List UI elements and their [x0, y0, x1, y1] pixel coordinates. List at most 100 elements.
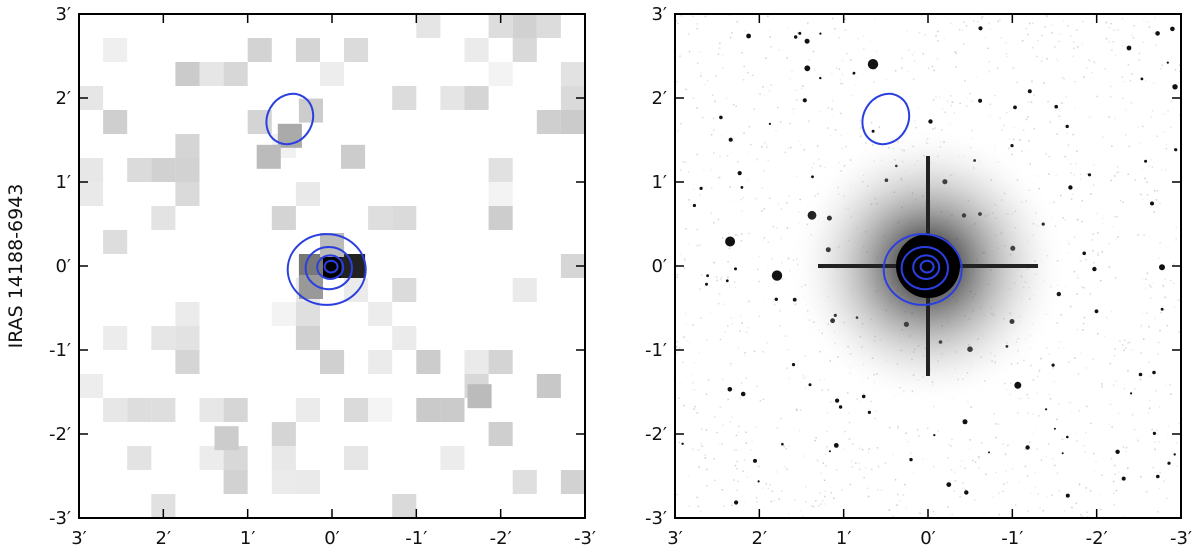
noise-dot: [1067, 447, 1070, 449]
noise-dot: [1033, 94, 1035, 96]
noise-dot: [730, 317, 732, 319]
noise-dot: [891, 91, 894, 94]
noise-dot: [766, 144, 768, 146]
noise-dot: [1050, 24, 1053, 26]
noise-dot: [1132, 37, 1135, 39]
noise-dot: [1026, 475, 1029, 477]
noise-dot: [744, 29, 746, 32]
noise-dot: [750, 143, 752, 146]
noise-dot: [1064, 219, 1066, 221]
noise-dot: [1125, 446, 1128, 449]
pixel: [295, 326, 320, 350]
noise-dot: [721, 378, 724, 381]
noise-dot: [769, 484, 771, 486]
noise-dot: [784, 465, 786, 468]
noise-dot: [1137, 438, 1139, 440]
noise-dot: [1105, 37, 1108, 40]
noise-dot: [1108, 116, 1110, 118]
noise-dot: [763, 170, 765, 172]
noise-dot: [794, 498, 796, 501]
noise-dot: [863, 48, 865, 50]
noise-dot: [736, 460, 738, 463]
noise-dot: [1123, 387, 1126, 390]
noise-dot: [1046, 496, 1048, 498]
noise-dot: [1166, 324, 1169, 327]
pixel: [392, 326, 417, 350]
noise-dot: [1082, 445, 1085, 447]
noise-dot: [1097, 252, 1099, 254]
noise-dot: [744, 351, 746, 354]
pixel: [271, 422, 296, 446]
noise-dot: [999, 117, 1001, 119]
noise-dot: [964, 489, 966, 491]
noise-dot: [980, 18, 982, 20]
noise-dot: [998, 513, 1001, 516]
noise-dot: [754, 198, 756, 200]
noise-dot: [719, 48, 721, 50]
noise-dot: [685, 228, 687, 230]
noise-dot: [825, 464, 827, 467]
noise-dot: [1077, 277, 1079, 279]
noise-dot: [1173, 306, 1176, 308]
noise-dot: [856, 398, 858, 400]
noise-dot: [877, 465, 880, 468]
noise-dot: [789, 78, 791, 80]
noise-dot: [936, 58, 939, 60]
noise-dot: [1101, 474, 1103, 476]
pixel: [103, 38, 128, 62]
x-tick-label: -3′: [574, 528, 596, 549]
noise-dot: [888, 509, 891, 511]
noise-dot: [935, 34, 937, 37]
pixel: [199, 62, 224, 86]
left-ticks: 3′ 2′ 1′ 0′ -1′ -2′ -3′3′2′1′0′-1′-2′-3′: [49, 4, 596, 549]
pixel: [271, 446, 296, 470]
star: [1144, 159, 1148, 163]
noise-dot: [747, 300, 749, 303]
noise-dot: [1146, 312, 1148, 315]
noise-dot: [675, 80, 678, 83]
noise-dot: [1034, 471, 1036, 474]
noise-dot: [1000, 37, 1002, 39]
noise-dot: [892, 454, 894, 456]
noise-dot: [676, 352, 678, 355]
noise-dot: [722, 67, 724, 69]
noise-dot: [845, 145, 847, 148]
noise-dot: [1066, 239, 1069, 242]
noise-dot: [840, 134, 842, 137]
pixel: [320, 350, 345, 374]
noise-dot: [1083, 316, 1086, 319]
noise-dot: [813, 506, 815, 508]
noise-dot: [844, 430, 846, 433]
noise-dot: [683, 404, 685, 407]
noise-dot: [1137, 234, 1139, 236]
noise-dot: [1075, 162, 1077, 165]
noise-dot: [1170, 126, 1172, 129]
star: [835, 398, 840, 403]
x-tick-label: 2′: [752, 528, 768, 549]
noise-dot: [1121, 17, 1124, 20]
noise-dot: [758, 280, 761, 283]
noise-dot: [716, 279, 718, 282]
noise-dot: [1179, 64, 1181, 66]
noise-dot: [751, 74, 754, 77]
noise-dot: [918, 435, 920, 437]
noise-dot: [982, 15, 985, 17]
noise-dot: [729, 36, 732, 39]
noise-dot: [691, 374, 693, 376]
y-tick-label: 1′: [55, 172, 71, 193]
noise-dot: [1140, 326, 1142, 328]
noise-dot: [803, 149, 805, 151]
noise-dot: [1117, 171, 1119, 174]
noise-dot: [821, 389, 824, 392]
noise-dot: [1164, 169, 1167, 171]
pixel: [467, 384, 492, 409]
pixel: [512, 38, 537, 62]
noise-dot: [1047, 100, 1049, 103]
noise-dot: [1062, 217, 1064, 219]
noise-dot: [679, 169, 682, 171]
noise-dot: [766, 342, 768, 344]
contour: [323, 259, 339, 274]
noise-dot: [696, 62, 699, 65]
x-tick-label: -2′: [1086, 528, 1108, 549]
pixel: [295, 470, 320, 494]
